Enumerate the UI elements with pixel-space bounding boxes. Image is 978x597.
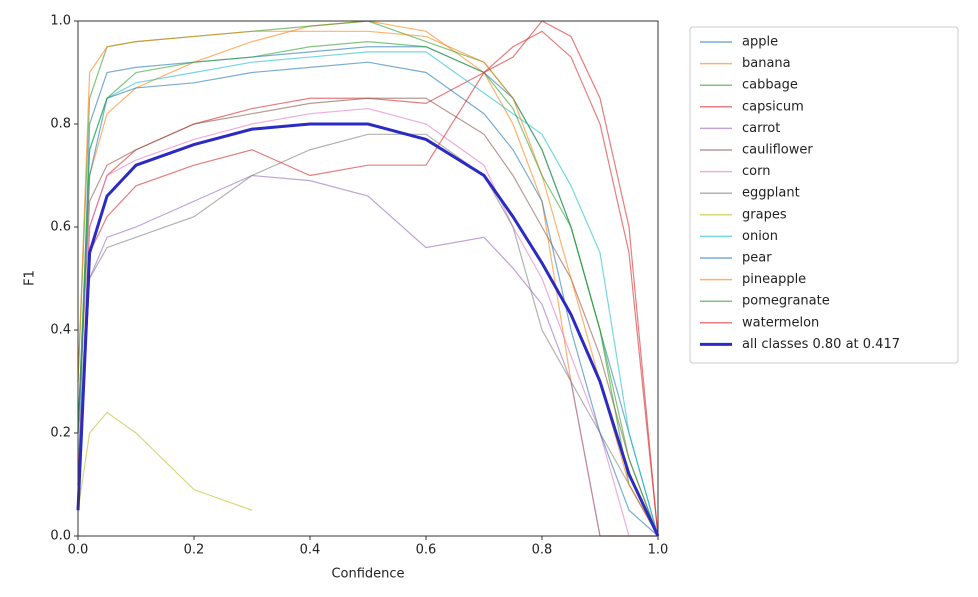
y-tick-label: 0.0 xyxy=(50,529,71,544)
x-tick-label: 0.8 xyxy=(532,543,553,558)
y-tick-label: 0.4 xyxy=(50,323,71,338)
legend-label: cauliflower xyxy=(742,143,813,158)
series-line xyxy=(77,30,659,537)
y-axis-label: F1 xyxy=(23,270,38,286)
series-line xyxy=(77,51,659,537)
legend-label: corn xyxy=(742,164,770,179)
series-line xyxy=(77,97,659,537)
legend-label: pear xyxy=(742,251,772,266)
series-line xyxy=(77,30,659,537)
x-tick-label: 0.2 xyxy=(184,543,205,558)
legend-label: grapes xyxy=(742,207,787,222)
legend-label: cabbage xyxy=(742,78,798,93)
series-line xyxy=(77,20,659,537)
legend-label: carrot xyxy=(742,121,780,136)
legend-label: apple xyxy=(742,35,778,50)
legend-label: pomegranate xyxy=(742,294,830,309)
y-tick-label: 1.0 xyxy=(50,14,71,29)
legend-label: watermelon xyxy=(742,315,819,330)
x-axis-label: Confidence xyxy=(331,567,404,582)
x-tick-label: 0.4 xyxy=(300,543,321,558)
series-line xyxy=(77,46,659,537)
series-line xyxy=(76,122,660,537)
y-tick-label: 0.2 xyxy=(50,426,71,441)
x-tick-label: 1.0 xyxy=(648,543,669,558)
series-line xyxy=(77,107,658,537)
legend-label: onion xyxy=(742,229,778,244)
plot-frame xyxy=(77,20,659,537)
y-tick-label: 0.8 xyxy=(50,117,71,132)
series-line xyxy=(77,174,658,537)
legend-label: pineapple xyxy=(742,272,806,287)
legend-label: banana xyxy=(742,56,791,71)
legend-label: capsicum xyxy=(742,99,804,114)
x-tick-label: 0.6 xyxy=(416,543,437,558)
y-tick-label: 0.6 xyxy=(50,220,71,235)
series-line xyxy=(77,411,253,511)
legend-box xyxy=(689,26,959,364)
series-line xyxy=(77,61,659,537)
series-line xyxy=(77,40,659,537)
legend-label: all classes 0.80 at 0.417 xyxy=(742,337,900,352)
series-line xyxy=(77,133,659,537)
legend-label: eggplant xyxy=(742,186,800,201)
x-tick-label: 0.0 xyxy=(68,543,89,558)
